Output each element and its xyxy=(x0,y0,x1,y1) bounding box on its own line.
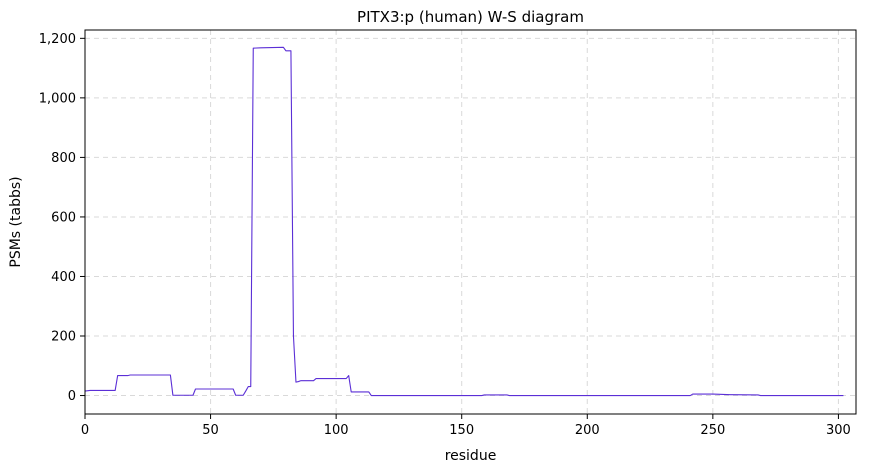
series-line-0 xyxy=(84,46,844,397)
series-layer xyxy=(84,46,844,397)
x-axis-label: residue xyxy=(445,448,497,464)
y-tick-label: 200 xyxy=(51,330,76,345)
x-tick-label: 150 xyxy=(449,423,474,438)
y-tick-label: 0 xyxy=(68,389,76,404)
chart-title: PITX3:p (human) W-S diagram xyxy=(357,8,584,26)
y-tick-label: 600 xyxy=(51,210,76,225)
y-tick-label: 1,000 xyxy=(39,91,76,106)
y-tick-label: 400 xyxy=(51,270,76,285)
plot-frame xyxy=(84,29,857,415)
x-axis: 0 50 100 150 200 250 300 xyxy=(81,414,851,438)
x-tick-label: 50 xyxy=(202,423,219,438)
y-tick-label: 800 xyxy=(51,151,76,166)
x-tick-label: 100 xyxy=(324,423,349,438)
x-tick-label: 300 xyxy=(826,423,851,438)
x-tick-label: 250 xyxy=(700,423,725,438)
grid xyxy=(84,30,856,414)
y-axis: 0 200 400 600 800 1,000 1,200 xyxy=(39,32,85,404)
x-tick-label: 0 xyxy=(81,423,89,438)
y-axis-label: PSMs (tabbs) xyxy=(8,176,24,267)
y-tick-label: 1,200 xyxy=(39,32,76,47)
x-tick-label: 200 xyxy=(575,423,600,438)
